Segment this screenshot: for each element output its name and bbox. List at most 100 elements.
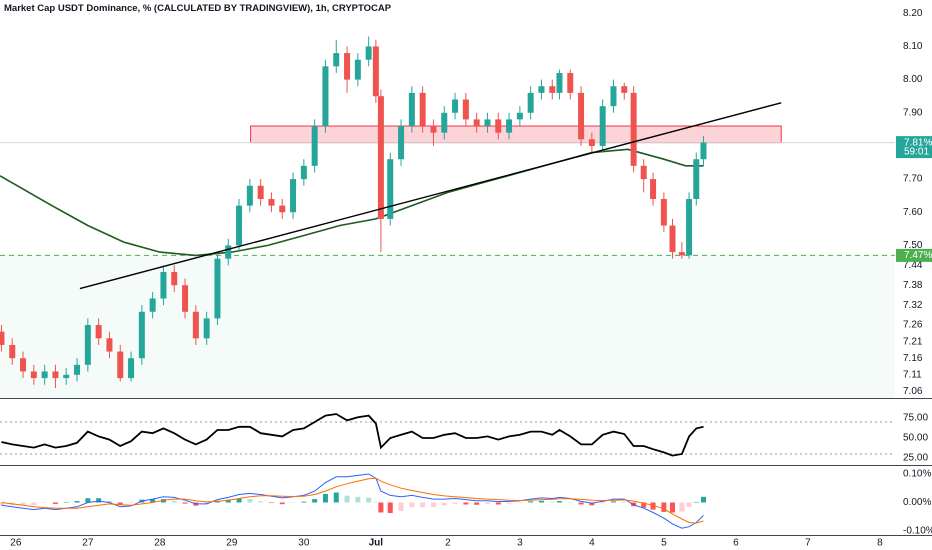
candle-body: [419, 92, 426, 127]
macd-histogram-bar: [150, 499, 156, 503]
candle-body: [650, 179, 657, 199]
candle-body: [538, 86, 545, 93]
x-tick-label: 8: [877, 538, 883, 549]
macd-histogram-bar: [693, 501, 699, 503]
candle-body: [473, 119, 480, 127]
candle-body: [74, 364, 81, 375]
candle-body: [117, 351, 124, 379]
x-tick-label: 30: [298, 538, 310, 549]
macd-histogram-bar: [301, 501, 307, 503]
candle-body: [452, 99, 459, 113]
candle-body: [678, 252, 685, 256]
x-tick-label: 2: [445, 538, 451, 549]
macd-histogram-bar: [247, 499, 253, 503]
candle-body: [621, 86, 628, 93]
macd-histogram-bar: [641, 502, 647, 508]
candle-body: [246, 185, 253, 206]
x-tick-label: 7: [805, 538, 811, 549]
candle-body: [290, 179, 297, 213]
macd-histogram-bar: [556, 501, 562, 503]
macd-histogram-bar: [171, 500, 177, 503]
price-label-box: [896, 248, 932, 262]
macd-histogram-bar: [578, 502, 584, 505]
y-tick-label: 50.00: [903, 433, 928, 444]
candle-body: [441, 112, 448, 133]
x-tick-label: 4: [589, 538, 595, 549]
y-tick-label: 25.00: [903, 453, 928, 464]
y-tick-label: 7.16: [903, 353, 923, 364]
macd-histogram-bar: [430, 502, 436, 508]
candle-body: [567, 72, 574, 93]
candle-body: [236, 205, 243, 246]
candle-body: [30, 371, 37, 379]
candle-body: [171, 271, 178, 286]
candle-body: [84, 325, 91, 365]
macd-line: [1, 473, 704, 529]
macd-histogram-bar: [96, 498, 102, 503]
candle-body: [333, 53, 340, 67]
candle-body: [372, 46, 379, 97]
candle-body: [354, 59, 361, 80]
price-label: 7.81%: [904, 137, 932, 148]
y-tick-label: 7.60: [903, 207, 923, 218]
candle-body: [556, 72, 563, 93]
candle-body: [9, 344, 16, 359]
x-tick-label: 28: [154, 538, 166, 549]
macd-histogram-bar: [441, 502, 447, 506]
trendline: [79, 102, 782, 290]
candle-body: [214, 258, 221, 319]
candle-body: [279, 205, 286, 213]
x-tick-label: 3: [517, 538, 523, 549]
macd-histogram-bar: [700, 496, 706, 503]
candle-body: [387, 159, 394, 219]
macd-histogram-bar: [686, 502, 692, 507]
macd-histogram-bar: [452, 502, 458, 505]
plot-layer: [0, 36, 895, 529]
y-tick-label: 8.00: [903, 74, 923, 85]
macd-histogram-bar: [312, 499, 318, 503]
macd-histogram-bar: [484, 502, 490, 505]
y-tick-label: 8.10: [903, 41, 923, 52]
macd-histogram-bar: [650, 502, 656, 510]
candle-body: [257, 185, 264, 199]
candle-body: [203, 318, 210, 339]
macd-histogram-bar: [63, 502, 69, 503]
candle-body: [495, 119, 502, 133]
macd-histogram-bar: [549, 501, 555, 503]
macd-histogram-bar: [610, 501, 616, 503]
macd-histogram-bar: [74, 501, 80, 503]
macd-histogram-bar: [20, 502, 26, 506]
candle-body: [686, 199, 693, 256]
signal-line: [1, 477, 704, 524]
macd-histogram-bar: [538, 500, 544, 503]
macd-histogram-bar: [52, 502, 58, 504]
x-tick-label: 6: [733, 538, 739, 549]
resistance-zone: [250, 125, 782, 144]
candle-body: [610, 86, 617, 107]
macd-histogram-bar: [225, 499, 231, 503]
price-label-box: [896, 136, 932, 159]
macd-histogram-bar: [679, 502, 685, 512]
macd-histogram-bar: [600, 502, 606, 504]
candle-body: [344, 53, 351, 80]
candle-body: [52, 371, 59, 379]
macd-histogram-bar: [258, 501, 264, 503]
macd-histogram-bar: [85, 498, 91, 503]
candle-body: [41, 371, 48, 379]
macd-histogram-bar: [517, 502, 523, 503]
macd-histogram-bar: [378, 502, 384, 513]
macd-histogram-bar: [589, 502, 595, 506]
y-tick-label: 7.11: [903, 369, 922, 380]
macd-histogram-bar: [366, 497, 372, 503]
candle-body: [700, 142, 707, 160]
candle-body: [578, 92, 585, 140]
macd-histogram-bar: [322, 493, 328, 503]
macd-histogram-bar: [333, 492, 339, 503]
candle-body: [408, 92, 415, 127]
y-tick-label: -0.10%: [903, 526, 932, 537]
y-tick-label: 7.70: [903, 174, 923, 185]
y-tick-label: 7.06: [903, 386, 923, 397]
candle-body: [462, 99, 469, 120]
macd-histogram-bar: [373, 502, 379, 503]
